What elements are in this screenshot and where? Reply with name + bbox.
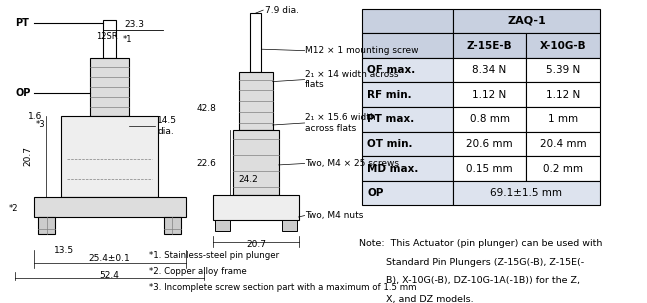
Text: 0.15 mm: 0.15 mm [466,164,513,174]
Text: *2: *2 [9,204,18,213]
Bar [527,58,600,82]
Bar [527,156,600,181]
Text: OT min.: OT min. [367,139,413,149]
Text: MD max.: MD max. [367,164,419,174]
Bar [362,132,453,156]
Text: 20.7: 20.7 [23,146,32,166]
Bar [38,217,56,234]
Text: 14.5
dia.: 14.5 dia. [157,116,177,135]
Text: 0.8 mm: 0.8 mm [470,114,510,124]
Text: *1. Stainless-steel pin plunger: *1. Stainless-steel pin plunger [149,251,280,260]
Bar [453,156,527,181]
Bar [362,156,453,181]
Bar [362,33,453,58]
Text: 2₁ × 15.6 width
across flats: 2₁ × 15.6 width across flats [305,113,375,133]
Text: OP: OP [16,88,30,98]
Bar [34,197,186,217]
Text: *3. Incomplete screw section part with a maximum of 1.5 mm: *3. Incomplete screw section part with a… [149,282,417,291]
Bar [362,9,453,33]
Bar [233,130,279,195]
Text: Z-15E-B: Z-15E-B [466,41,512,51]
Bar [214,195,298,220]
Bar [362,82,453,107]
Text: 42.8: 42.8 [197,104,216,113]
Text: 20.4 mm: 20.4 mm [540,139,587,149]
Text: 24.2: 24.2 [239,175,259,184]
Bar [362,107,453,132]
Text: 52.4: 52.4 [100,271,120,280]
Bar [239,72,272,130]
Bar [453,107,527,132]
Bar [215,220,230,231]
Text: 23.3: 23.3 [124,20,144,29]
Text: 20.6 mm: 20.6 mm [466,139,513,149]
Text: 8.34 N: 8.34 N [472,65,507,75]
Bar [527,132,600,156]
Text: PT max.: PT max. [367,114,415,124]
Text: 12SR: 12SR [96,32,117,41]
Bar [362,58,453,82]
Text: 22.6: 22.6 [197,159,216,168]
Text: *3: *3 [36,121,46,129]
Text: 2₁ × 14 width across
flats: 2₁ × 14 width across flats [305,70,398,89]
Text: Two, M4 nuts: Two, M4 nuts [305,211,363,220]
Bar [453,58,527,82]
Bar [453,33,527,58]
Text: X-10G-B: X-10G-B [540,41,587,51]
Bar [282,220,297,231]
Bar [362,181,453,205]
Text: 5.39 N: 5.39 N [546,65,580,75]
Text: 0.2 mm: 0.2 mm [543,164,583,174]
Text: 7.9 dia.: 7.9 dia. [265,6,299,15]
Text: M12 × 1 mounting screw: M12 × 1 mounting screw [305,46,418,55]
Text: 20.7: 20.7 [246,240,266,249]
Text: OF max.: OF max. [367,65,415,75]
Bar [164,217,181,234]
Bar [453,181,600,205]
Text: 69.1±1.5 mm: 69.1±1.5 mm [490,188,562,198]
Text: Standard Pin Plungers (Z-15G(-B), Z-15E(-: Standard Pin Plungers (Z-15G(-B), Z-15E(… [360,258,584,267]
Bar [103,20,116,58]
Text: Two, M4 × 25 screws: Two, M4 × 25 screws [305,159,399,168]
Text: 1.12 N: 1.12 N [472,90,507,100]
Text: PT: PT [16,18,29,28]
Text: RF min.: RF min. [367,90,412,100]
Text: 1 mm: 1 mm [548,114,578,124]
Text: ZAQ-1: ZAQ-1 [507,16,546,26]
Text: 1.12 N: 1.12 N [546,90,580,100]
Bar [90,58,129,116]
Text: 1.6: 1.6 [28,112,43,121]
Text: B), X-10G(-B), DZ-10G-1A(-1B)) for the Z,: B), X-10G(-B), DZ-10G-1A(-1B)) for the Z… [360,276,580,285]
Bar [250,13,261,72]
Text: *2. Copper alloy frame: *2. Copper alloy frame [149,267,247,276]
Text: *1: *1 [123,35,133,45]
Text: 25.4±0.1: 25.4±0.1 [89,255,131,263]
Text: Note:  This Actuator (pin plunger) can be used with: Note: This Actuator (pin plunger) can be… [360,239,603,248]
Bar [453,9,600,33]
Bar [527,82,600,107]
Bar [453,132,527,156]
Bar [61,116,159,197]
Bar [453,82,527,107]
Bar [527,107,600,132]
Bar [527,33,600,58]
Text: X, and DZ models.: X, and DZ models. [360,295,474,303]
Text: OP: OP [367,188,384,198]
Text: 13.5: 13.5 [54,246,74,255]
